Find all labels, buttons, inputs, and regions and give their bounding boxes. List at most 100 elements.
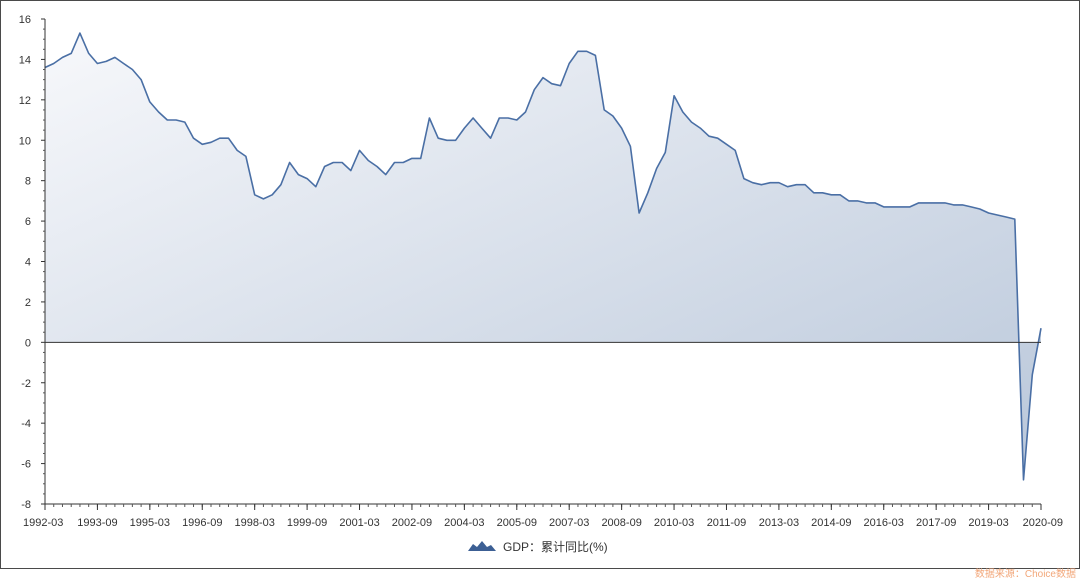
data-point: [149, 101, 151, 103]
data-point: [568, 62, 570, 64]
data-point: [1005, 216, 1007, 218]
data-point: [1022, 479, 1024, 481]
x-tick-label: 1999-09: [287, 517, 327, 529]
y-tick-label: 10: [19, 135, 31, 147]
y-tick-label: 12: [19, 95, 31, 107]
data-point: [839, 194, 841, 196]
data-point: [585, 50, 587, 52]
x-tick-label: 1993-09: [77, 517, 117, 529]
data-point: [516, 119, 518, 121]
x-tick-label: 2010-03: [654, 517, 694, 529]
data-point: [664, 151, 666, 153]
data-point: [1031, 373, 1033, 375]
y-tick-label: 16: [19, 14, 31, 26]
x-axis: 1992-03 1993-09 1995-03 1996-09 1998-03 1999-…: [23, 503, 1063, 529]
gdp-chart: -8 -6 -4 -2 0 2 4 6 8 10 12 14 16 1992-03 1993-09 1995…: [19, 14, 1063, 554]
data-point: [926, 202, 928, 204]
data-point: [542, 76, 544, 78]
data-point: [262, 198, 264, 200]
data-point: [655, 167, 657, 169]
data-point: [1014, 218, 1016, 220]
data-point: [979, 208, 981, 210]
data-point: [699, 127, 701, 129]
y-tick-label: 14: [19, 54, 31, 66]
y-tick-label: -8: [21, 499, 31, 511]
data-point: [454, 139, 456, 141]
data-point: [332, 161, 334, 163]
data-point: [848, 200, 850, 202]
data-point: [61, 56, 63, 58]
x-tick-label: 2016-03: [864, 517, 904, 529]
data-point: [358, 149, 360, 151]
data-point: [996, 214, 998, 216]
data-point: [804, 184, 806, 186]
data-point: [830, 194, 832, 196]
data-point: [472, 117, 474, 119]
data-point: [227, 137, 229, 139]
x-tick-label: 2001-03: [339, 517, 379, 529]
data-point: [961, 204, 963, 206]
data-point: [524, 111, 526, 113]
x-tick-label: 2004-03: [444, 517, 484, 529]
data-point: [166, 119, 168, 121]
data-point: [751, 181, 753, 183]
y-tick-label: 6: [25, 216, 31, 228]
data-point: [140, 78, 142, 80]
data-point: [594, 54, 596, 56]
source-note: 数据来源：Choice数据: [974, 569, 1076, 580]
y-tick-label: -2: [21, 378, 31, 390]
data-point: [428, 117, 430, 119]
data-point: [856, 200, 858, 202]
legend[interactable]: GDP：累计同比(%): [468, 540, 608, 554]
data-point: [192, 137, 194, 139]
data-point: [682, 111, 684, 113]
data-point: [708, 135, 710, 137]
x-tick-label: 1998-03: [234, 517, 274, 529]
data-point: [175, 119, 177, 121]
data-point: [647, 192, 649, 194]
data-point: [917, 202, 919, 204]
y-tick-label: 2: [25, 297, 31, 309]
data-point: [79, 32, 81, 34]
data-point: [201, 143, 203, 145]
data-point: [341, 161, 343, 163]
x-tick-label: 2013-03: [759, 517, 799, 529]
x-tick-label: 2014-09: [811, 517, 851, 529]
data-point: [717, 137, 719, 139]
data-point: [743, 177, 745, 179]
x-tick-label: 2019-03: [968, 517, 1008, 529]
x-tick-label: 1992-03: [23, 517, 63, 529]
data-point: [795, 184, 797, 186]
data-point: [245, 155, 247, 157]
data-point: [559, 84, 561, 86]
data-point: [629, 145, 631, 147]
x-tick-label: 2011-09: [707, 517, 747, 529]
data-point: [481, 127, 483, 129]
data-point: [184, 121, 186, 123]
data-point: [620, 127, 622, 129]
data-point: [987, 212, 989, 214]
data-point: [350, 169, 352, 171]
data-point: [883, 206, 885, 208]
data-point: [489, 137, 491, 139]
data-point: [323, 165, 325, 167]
data-point: [507, 117, 509, 119]
data-point: [44, 66, 46, 68]
data-point: [87, 52, 89, 54]
data-point: [865, 202, 867, 204]
x-tick-label: 1996-09: [182, 517, 222, 529]
data-point: [970, 206, 972, 208]
data-point: [463, 127, 465, 129]
legend-label: GDP：累计同比(%): [503, 540, 608, 554]
data-point: [419, 157, 421, 159]
data-point: [271, 194, 273, 196]
legend-mountain-icon: [468, 541, 496, 551]
data-point: [1040, 327, 1042, 329]
data-point: [821, 192, 823, 194]
data-point: [96, 62, 98, 64]
data-point: [122, 62, 124, 64]
data-point: [577, 50, 579, 52]
data-point: [437, 137, 439, 139]
data-point: [53, 62, 55, 64]
y-tick-label: -4: [21, 418, 31, 430]
